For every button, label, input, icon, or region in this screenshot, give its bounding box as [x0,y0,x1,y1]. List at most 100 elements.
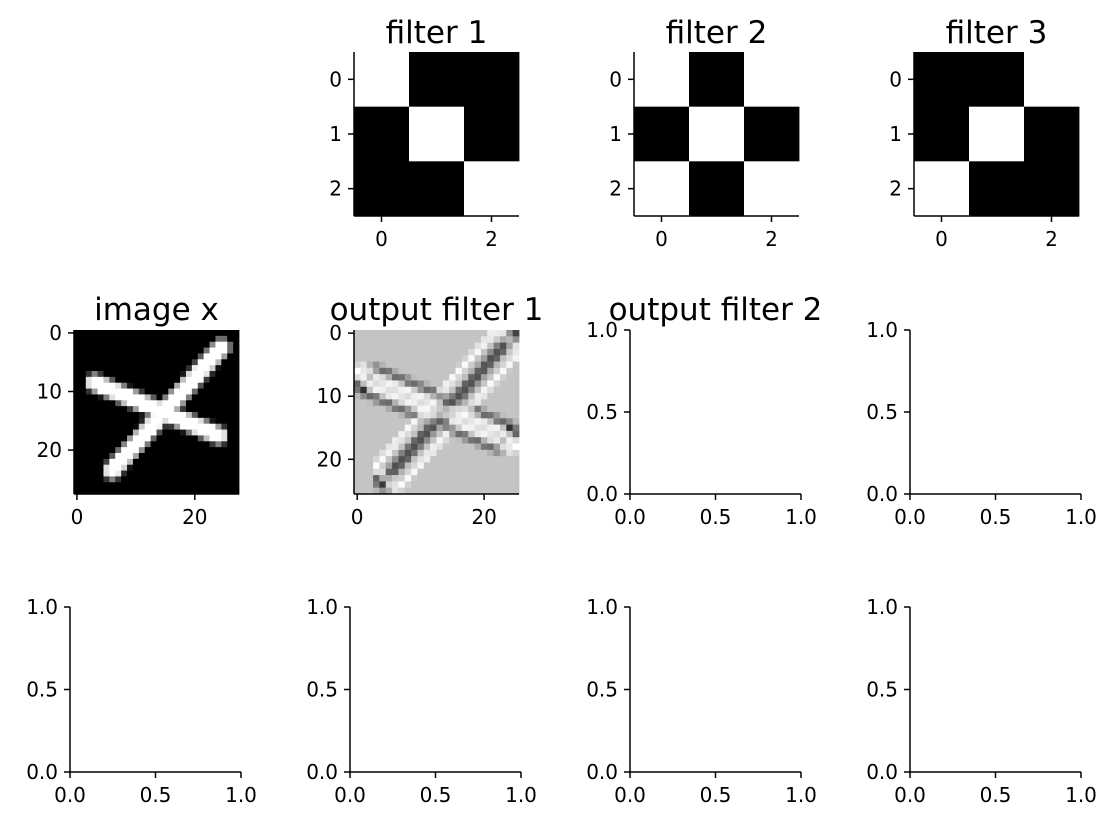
heatmap-cell [162,406,169,413]
heatmap-cell [404,449,412,457]
heatmap-cell [409,52,465,108]
heatmap-cell [103,365,110,372]
heatmap-cell [174,376,181,384]
heatmap-cell [180,429,187,436]
heatmap-cell [197,482,205,489]
y-tick-label: 10 [37,380,62,404]
heatmap-cell [85,447,93,454]
heatmap-cell [180,417,187,425]
heatmap-cell [174,458,181,466]
heatmap-cell [430,399,437,407]
heatmap-cell [180,406,187,413]
heatmap-cell [127,406,134,413]
heatmap-cell [436,336,444,344]
heatmap-cell [442,336,450,344]
heatmap-cell [379,336,387,344]
heatmap-cell [233,359,240,366]
heatmap-cell [74,388,81,395]
heatmap-cell [373,393,380,400]
y-tick-label: 0.0 [866,482,898,506]
heatmap-cell [430,380,437,388]
heatmap-cell [480,355,488,362]
heatmap-cell [379,380,387,388]
heatmap-cell [227,371,234,378]
heatmap-cell [221,400,228,407]
heatmap-cell [468,475,475,482]
heatmap-cell [191,341,199,348]
heatmap-cell [215,359,222,366]
heatmap-cell [474,424,482,432]
heatmap-cell [215,406,222,413]
heatmap-cell [203,488,210,495]
heatmap-cell [162,488,169,495]
heatmap-cell [385,380,393,388]
heatmap-cell [233,417,240,425]
heatmap-cell [373,342,380,350]
heatmap-cell [499,475,507,482]
heatmap-cell [197,406,205,413]
heatmap-cell [404,367,412,375]
heatmap-cell [185,458,193,466]
heatmap-cell [366,330,374,337]
heatmap-cell [97,429,104,436]
heatmap-cell [512,412,520,419]
heatmap-cell [468,348,475,356]
heatmap-cell [103,447,110,454]
heatmap-cell [404,475,412,482]
heatmap-cell [385,487,393,495]
heatmap-cell [455,412,463,419]
heatmap-cell [461,449,469,457]
heatmap-cell [436,361,444,369]
heatmap-cell [455,380,463,388]
heatmap-cell [191,371,199,378]
heatmap-cell [162,429,169,436]
y-tick-label: 1.0 [586,318,618,342]
heatmap-cell [191,335,199,343]
heatmap-cell [91,417,98,425]
heatmap-cell [366,393,374,400]
heatmap-cell [499,437,507,444]
heatmap-cell [449,374,456,381]
heatmap-cell [512,355,520,362]
heatmap-cell [233,388,240,395]
heatmap-cell [430,412,437,419]
heatmap-cell [74,488,81,495]
heatmap-cell [411,462,418,470]
heatmap-cell [209,447,216,454]
heatmap-cell [634,106,690,162]
heatmap-cell [132,429,140,436]
heatmap-cell [506,412,514,419]
heatmap-cell [156,488,163,495]
heatmap-cell [109,388,116,395]
heatmap-cell [138,412,146,419]
heatmap-cell [442,361,450,369]
heatmap-cell [360,456,368,463]
heatmap-cell [449,481,456,489]
heatmap-cell [480,336,488,344]
heatmap-cell [233,394,240,401]
heatmap-cell [430,437,437,444]
heatmap-cell [197,464,205,471]
heatmap-cell [85,453,93,460]
heatmap-cell [373,348,380,356]
heatmap-cell [385,361,393,369]
heatmap-cell [138,488,146,495]
heatmap-cell [417,475,425,482]
heatmap-cell [91,488,98,495]
heatmap-cell [209,435,216,442]
heatmap-cell [499,418,507,426]
heatmap-cell [411,330,418,337]
heatmap-cell [197,341,205,348]
heatmap-cell [180,488,187,495]
heatmap-cell [442,405,450,413]
heatmap-cell [97,458,104,466]
heatmap-cell [156,453,163,460]
heatmap-cell [121,347,128,354]
heatmap-cell [138,400,146,407]
heatmap-cell [121,341,128,348]
heatmap-cell [487,481,495,489]
heatmap-cell [442,412,450,419]
heatmap-cell [436,424,444,432]
heatmap-cell [138,382,146,389]
heatmap-cell [404,405,412,413]
